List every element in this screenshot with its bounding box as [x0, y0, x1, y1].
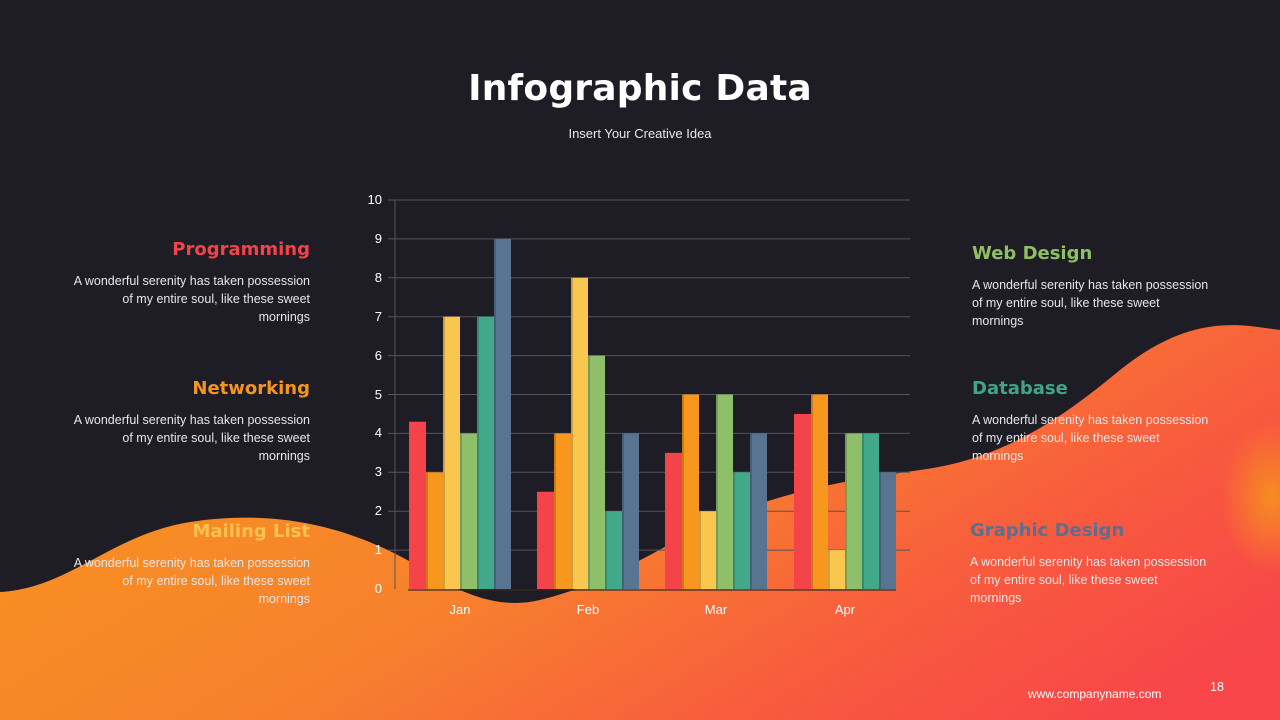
y-tick-label: 1: [374, 542, 382, 558]
category-title: Mailing List: [192, 521, 311, 542]
y-tick-label: 9: [374, 230, 382, 246]
bar-shadow: [845, 433, 847, 589]
bar-programming-mar: [665, 452, 682, 589]
page-number: 18: [1190, 668, 1244, 720]
bar-shadow: [862, 433, 864, 589]
bar-networking-apr: [811, 394, 828, 589]
category-graphic-design: Graphic Design A wonderful serenity has …: [970, 520, 1210, 607]
chart-bars: [409, 238, 896, 589]
bar-web-design-feb: [588, 355, 605, 589]
bar-shadow: [733, 472, 735, 589]
bar-graphic-design-apr: [879, 472, 896, 589]
bar-database-apr: [862, 433, 879, 589]
category-description: A wonderful serenity has taken possessio…: [972, 413, 1209, 463]
bar-web-design-mar: [716, 394, 733, 589]
bar-shadow: [682, 394, 684, 589]
category-mailing-list: Mailing List A wonderful serenity has ta…: [70, 521, 310, 608]
bar-mailing-list-mar: [699, 511, 716, 589]
x-tick-label: Mar: [704, 602, 728, 617]
bar-programming-jan: [409, 421, 426, 589]
bar-shadow: [554, 433, 556, 589]
y-tick-label: 6: [374, 347, 382, 363]
bar-mailing-list-apr: [828, 550, 845, 589]
bar-database-feb: [605, 511, 622, 589]
bar-database-mar: [733, 472, 750, 589]
y-tick-label: 0: [374, 581, 382, 596]
bar-networking-jan: [426, 472, 443, 589]
category-title: Database: [972, 378, 1068, 399]
y-tick-label: 7: [374, 308, 382, 324]
bar-shadow: [716, 394, 718, 589]
bar-mailing-list-feb: [571, 277, 588, 589]
category-description: A wonderful serenity has taken possessio…: [970, 555, 1207, 605]
category-database: Database A wonderful serenity has taken …: [972, 378, 1212, 465]
bar-shadow: [426, 472, 428, 589]
category-title: Programming: [172, 239, 310, 260]
category-title: Networking: [192, 378, 310, 399]
bar-shadow: [622, 433, 624, 589]
bar-graphic-design-feb: [622, 433, 639, 589]
category-title: Graphic Design: [970, 520, 1125, 541]
bar-shadow: [477, 316, 479, 589]
bar-shadow: [443, 316, 445, 589]
category-description: A wonderful serenity has taken possessio…: [73, 556, 310, 606]
footer-url: www.companyname.com: [1028, 687, 1162, 701]
page-title: Infographic Data: [468, 68, 812, 109]
y-tick-label: 4: [374, 425, 382, 441]
bar-shadow: [879, 472, 881, 589]
bar-shadow: [605, 511, 607, 589]
bar-shadow: [588, 355, 590, 589]
bar-shadow: [750, 433, 752, 589]
y-tick-label: 2: [374, 503, 382, 519]
y-tick-label: 8: [374, 269, 382, 285]
y-tick-label: 10: [367, 192, 382, 207]
page-subtitle: Insert Your Creative Idea: [568, 126, 712, 141]
bar-programming-feb: [537, 491, 554, 589]
category-description: A wonderful serenity has taken possessio…: [972, 278, 1209, 328]
y-tick-label: 3: [374, 464, 382, 480]
bar-graphic-design-mar: [750, 433, 767, 589]
bar-shadow: [494, 238, 496, 589]
bar-shadow: [811, 394, 813, 589]
x-tick-label: Apr: [834, 602, 856, 617]
category-networking: Networking A wonderful serenity has take…: [70, 378, 310, 465]
bar-networking-mar: [682, 394, 699, 589]
category-description: A wonderful serenity has taken possessio…: [73, 413, 310, 463]
bar-web-design-jan: [460, 433, 477, 589]
bar-shadow: [828, 550, 830, 589]
bar-networking-feb: [554, 433, 571, 589]
bar-shadow: [460, 433, 462, 589]
bar-shadow: [571, 277, 573, 589]
x-tick-label: Feb: [576, 602, 600, 617]
x-tick-label: Jan: [449, 602, 471, 617]
bar-shadow: [699, 511, 701, 589]
y-tick-label: 5: [374, 386, 382, 402]
category-description: A wonderful serenity has taken possessio…: [73, 274, 310, 324]
category-title: Web Design: [972, 243, 1093, 264]
bar-programming-apr: [794, 413, 811, 589]
bar-database-jan: [477, 316, 494, 589]
bar-web-design-apr: [845, 433, 862, 589]
category-programming: Programming A wonderful serenity has tak…: [70, 239, 310, 326]
bar-graphic-design-jan: [494, 238, 511, 589]
category-web-design: Web Design A wonderful serenity has take…: [972, 243, 1212, 330]
bar-mailing-list-jan: [443, 316, 460, 589]
